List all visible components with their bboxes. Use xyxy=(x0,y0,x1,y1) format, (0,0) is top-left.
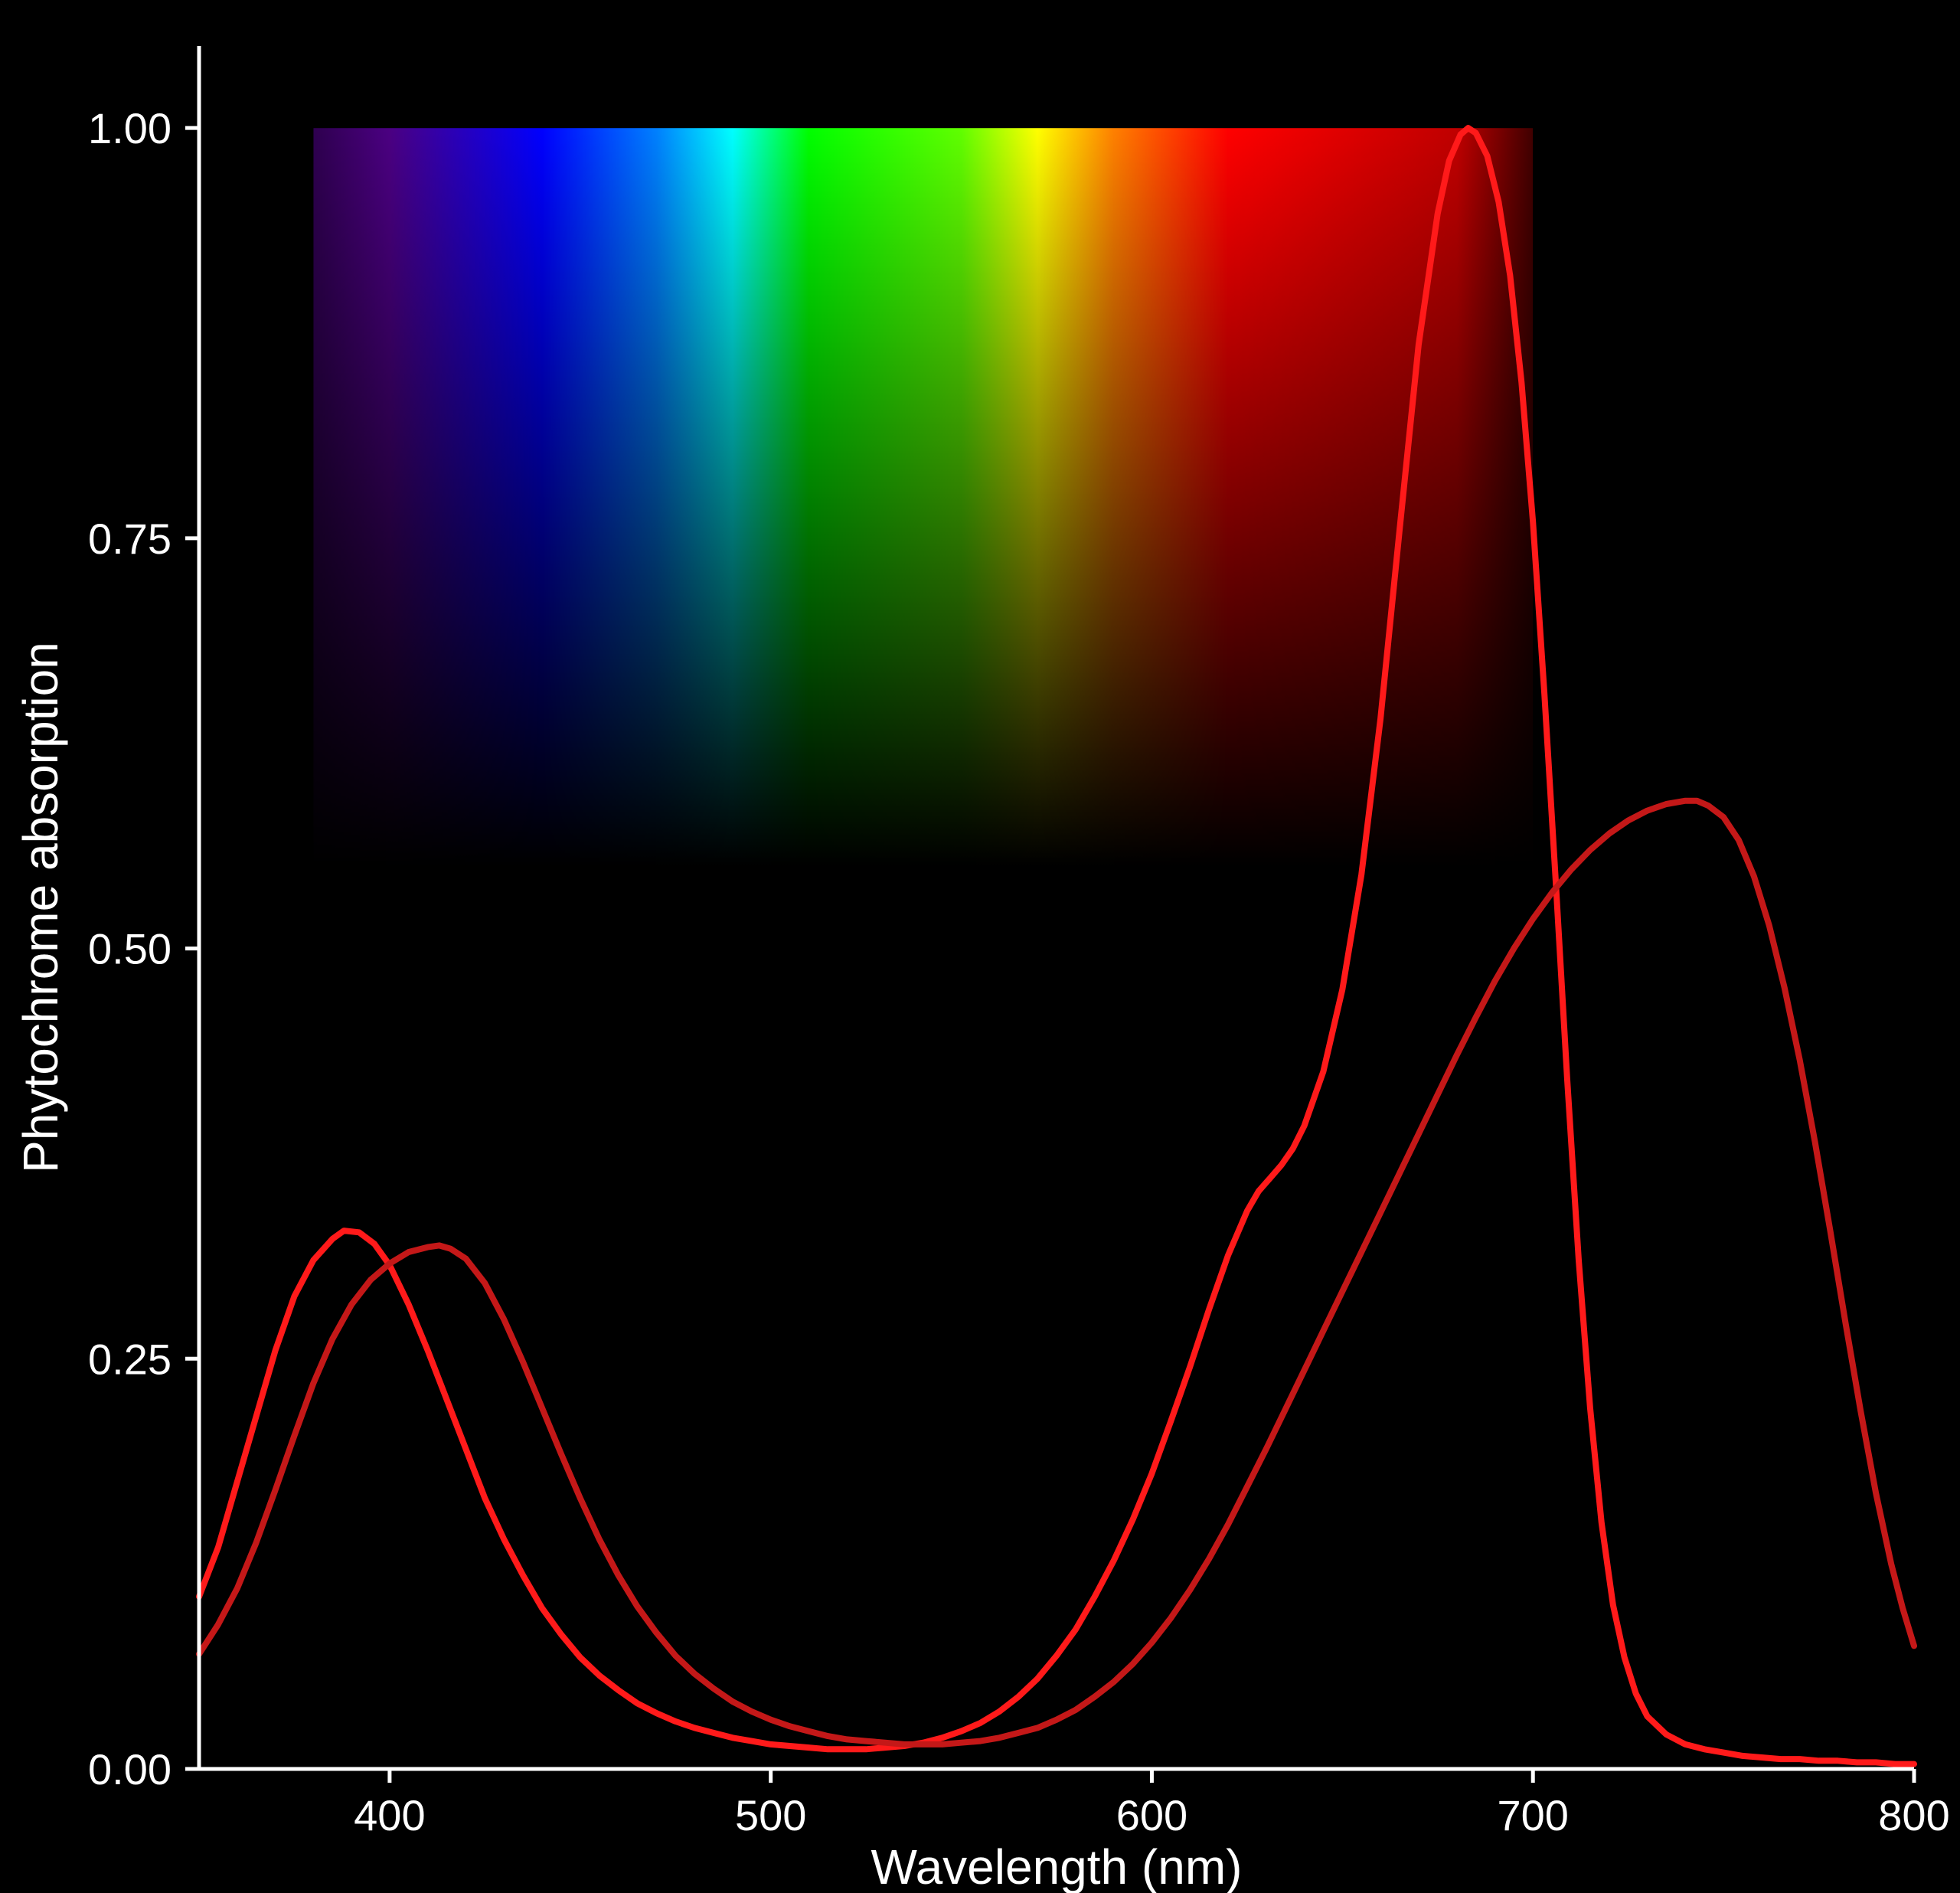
y-tick-label: 0.50 xyxy=(88,925,172,973)
x-axis-label: Wavelength (nm) xyxy=(871,1839,1243,1893)
y-tick-label: 0.00 xyxy=(88,1745,172,1793)
y-tick-label: 1.00 xyxy=(88,104,172,152)
x-tick-label: 800 xyxy=(1878,1791,1949,1839)
x-tick-label: 500 xyxy=(735,1791,806,1839)
y-tick-label: 0.75 xyxy=(88,515,172,563)
x-tick-label: 400 xyxy=(354,1791,425,1839)
phytochrome-absorption-chart: 400 500 600 700 800 0.00 0.25 0.50 0.75 1.00 Wavel… xyxy=(0,0,1960,1893)
y-axis-label: Phytochrome absorption xyxy=(13,642,68,1173)
y-tick-label: 0.25 xyxy=(88,1335,172,1383)
x-tick-label: 600 xyxy=(1116,1791,1187,1839)
chart-svg: 400 500 600 700 800 0.00 0.25 0.50 0.75 1.00 Wavel… xyxy=(0,0,1960,1893)
x-tick-label: 700 xyxy=(1498,1791,1569,1839)
